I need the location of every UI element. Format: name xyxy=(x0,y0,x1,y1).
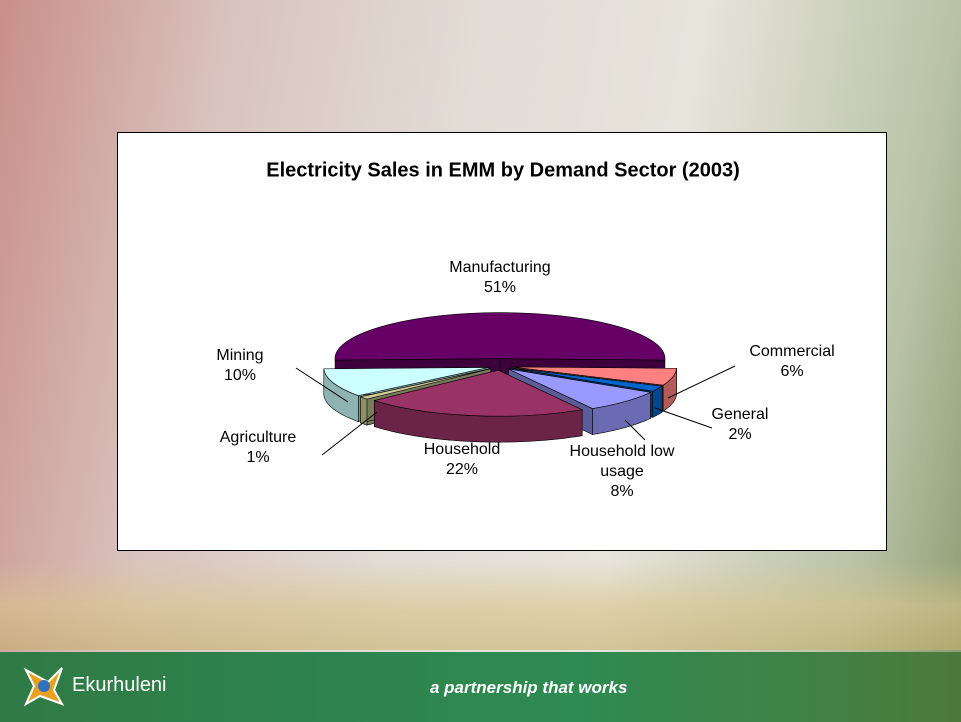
value-label: 2% xyxy=(728,426,752,443)
category-label: Household low usage xyxy=(569,443,675,480)
category-label: Manufacturing xyxy=(449,259,551,276)
slice-label: Manufacturing 51% xyxy=(420,258,580,298)
pie-slice xyxy=(334,312,666,361)
slice-label: Mining 10% xyxy=(190,346,290,386)
leader-line xyxy=(321,411,378,456)
leader-line xyxy=(667,365,736,399)
footer: Ekurhuleni a partnership that works xyxy=(0,652,961,722)
leader-line xyxy=(624,419,646,441)
value-label: 1% xyxy=(246,449,270,466)
pie-slice xyxy=(510,367,663,392)
chart-title: Electricity Sales in EMM by Demand Secto… xyxy=(266,159,740,181)
pie-slice xyxy=(373,369,584,417)
leader-line xyxy=(654,407,713,429)
pie-slice xyxy=(511,366,677,386)
value-label: 10% xyxy=(223,367,257,384)
logo-text: Ekurhuleni xyxy=(72,674,167,696)
logo-icon xyxy=(23,667,65,707)
category-label: Commercial xyxy=(749,343,835,360)
category-label: Mining xyxy=(216,347,264,364)
value-label: 22% xyxy=(445,461,479,478)
slice-label: Commercial 6% xyxy=(727,342,857,382)
category-label: Household xyxy=(423,441,501,458)
category-label: General xyxy=(711,406,769,423)
slogan: a partnership that works xyxy=(430,678,628,697)
value-label: 51% xyxy=(483,279,517,296)
value-label: 8% xyxy=(610,483,634,500)
value-label: 6% xyxy=(780,363,804,380)
leader-line xyxy=(295,367,349,403)
background-band xyxy=(0,560,961,650)
category-label: Agriculture xyxy=(219,429,297,446)
slice-label: Household 22% xyxy=(402,440,522,480)
slice-label: Agriculture 1% xyxy=(198,428,318,468)
pie-slice xyxy=(323,367,489,396)
slice-label: Household low usage 8% xyxy=(557,442,687,502)
pie-slice xyxy=(508,368,652,409)
pie-slice xyxy=(359,368,491,400)
slice-label: General 2% xyxy=(690,405,790,445)
